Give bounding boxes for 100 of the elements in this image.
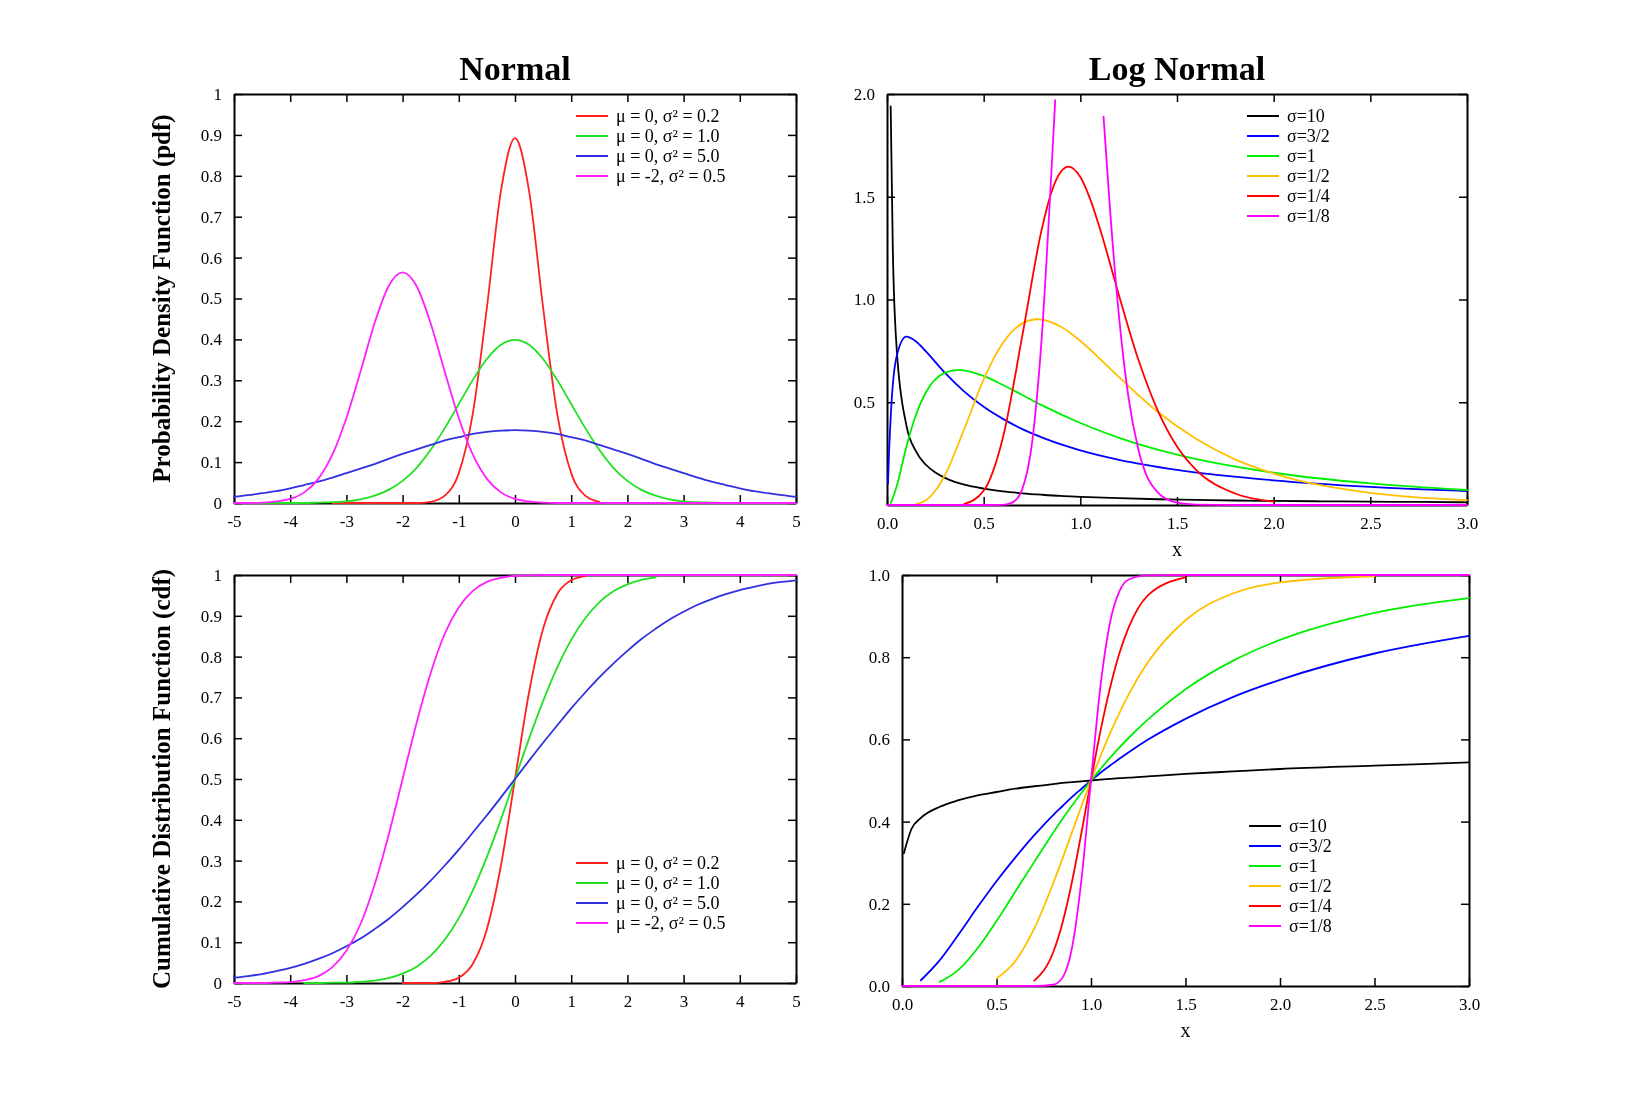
y-tick-label: 1 — [213, 84, 222, 104]
x-tick-label: 1 — [567, 992, 576, 1012]
x-tick-label: 2.0 — [1263, 514, 1285, 534]
x-tick-label: 5 — [792, 992, 801, 1012]
legend-label: μ = 0, σ² = 1.0 — [616, 873, 720, 893]
x-axis-title: x — [1180, 1019, 1191, 1041]
y-tick-label: 0.5 — [853, 393, 875, 413]
x-tick-label: -2 — [396, 992, 411, 1012]
x-tick-label: 2.0 — [1269, 995, 1292, 1015]
y-tick-label: 0.8 — [868, 648, 890, 668]
legend-label: σ=10 — [1287, 106, 1325, 126]
y-tick-label: 0.8 — [200, 647, 222, 667]
y-tick-label: 0.4 — [868, 812, 891, 832]
line-series — [331, 137, 601, 504]
y-tick-label: 0.1 — [200, 933, 222, 953]
y-axis-title: Probability Density Function (pdf) — [148, 114, 176, 483]
x-tick-label: 0 — [511, 512, 520, 532]
legend-label: σ=1 — [1289, 856, 1318, 876]
x-tick-label: 1.5 — [1175, 995, 1197, 1015]
x-tick-label: -5 — [227, 512, 242, 532]
y-tick-label: 1.0 — [853, 290, 875, 310]
y-tick-label: 1 — [213, 565, 222, 585]
y-tick-label: 0.3 — [200, 371, 222, 391]
legend-label: σ=3/2 — [1287, 126, 1330, 146]
chart-title: Log Normal — [1088, 50, 1266, 87]
legend-label: μ = -2, σ² = 0.5 — [616, 913, 726, 933]
y-tick-label: 0.2 — [200, 412, 222, 432]
x-tick-label: -1 — [452, 512, 467, 532]
line-series — [915, 318, 1468, 506]
legend-label: σ=10 — [1289, 816, 1327, 836]
legend-label: σ=1/8 — [1287, 206, 1330, 226]
y-tick-label: 1.0 — [868, 565, 890, 585]
x-tick-label: -1 — [452, 992, 467, 1012]
x-tick-label: 4 — [736, 512, 746, 532]
legend-label: μ = 0, σ² = 0.2 — [616, 106, 720, 126]
x-tick-label: 0.0 — [891, 995, 914, 1015]
legend-label: σ=3/2 — [1289, 836, 1332, 856]
x-tick-label: 1.0 — [1080, 995, 1103, 1015]
legend-label: μ = 0, σ² = 5.0 — [616, 893, 720, 913]
line-series — [963, 165, 1275, 505]
legend-label: σ=1/4 — [1287, 186, 1330, 206]
legend-label: σ=1/8 — [1289, 916, 1332, 936]
legend-label: μ = 0, σ² = 1.0 — [616, 126, 720, 146]
x-tick-label: 2.5 — [1360, 514, 1382, 534]
y-tick-label: 0.8 — [200, 166, 222, 186]
x-tick-label: 2.5 — [1364, 995, 1386, 1015]
y-tick-label: 0.6 — [868, 730, 890, 750]
y-tick-label: 0 — [213, 973, 222, 993]
line-series — [233, 429, 797, 498]
x-tick-label: -3 — [339, 512, 354, 532]
y-tick-label: 0.5 — [200, 769, 222, 789]
x-tick-label: -4 — [283, 512, 299, 532]
x-tick-label: 3 — [679, 992, 689, 1012]
line-series — [887, 335, 1468, 492]
x-tick-label: 2 — [623, 512, 633, 532]
y-tick-label: 0.6 — [200, 729, 222, 749]
legend-label: σ=1 — [1287, 146, 1316, 166]
x-tick-label: 4 — [736, 992, 746, 1012]
y-axis-title: Cumulative Distribution Function (cdf) — [148, 568, 176, 990]
y-tick-label: 1.5 — [853, 187, 875, 207]
y-tick-label: 2.0 — [853, 84, 875, 104]
y-tick-label: 0.1 — [200, 453, 222, 473]
x-tick-label: 0.5 — [986, 995, 1008, 1015]
legend-label: σ=1/4 — [1289, 896, 1332, 916]
y-tick-label: 0.0 — [868, 976, 890, 996]
line-series — [995, 575, 1376, 980]
x-tick-label: 3 — [679, 512, 689, 532]
y-tick-label: 0.5 — [200, 289, 222, 309]
x-tick-label: 1.5 — [1166, 514, 1189, 534]
y-tick-label: 0.2 — [868, 894, 890, 914]
y-tick-label: 0.4 — [200, 330, 223, 350]
x-tick-label: 3.0 — [1456, 514, 1479, 534]
y-tick-label: 0 — [213, 493, 222, 513]
y-tick-label: 0.4 — [200, 810, 223, 830]
chart-title: Normal — [459, 50, 571, 87]
x-tick-label: -5 — [227, 992, 242, 1012]
x-tick-label: 1 — [567, 512, 576, 532]
legend-label: μ = -2, σ² = 0.5 — [616, 166, 726, 186]
y-tick-label: 0.9 — [200, 125, 222, 145]
y-tick-label: 0.3 — [200, 851, 222, 871]
y-tick-label: 0.7 — [200, 207, 223, 227]
y-tick-label: 0.7 — [200, 688, 223, 708]
x-tick-label: 1.0 — [1070, 514, 1092, 534]
x-tick-label: -3 — [339, 992, 354, 1012]
x-tick-label: 0 — [511, 992, 520, 1012]
x-tick-label: -2 — [396, 512, 411, 532]
y-tick-label: 0.2 — [200, 892, 222, 912]
x-tick-label: -4 — [283, 992, 299, 1012]
legend-label: μ = 0, σ² = 0.2 — [616, 853, 720, 873]
x-tick-label: 3.0 — [1458, 995, 1481, 1015]
x-tick-label: 5 — [792, 512, 801, 532]
x-axis-title: x — [1172, 538, 1182, 560]
line-series — [1033, 576, 1187, 982]
y-tick-label: 0.6 — [200, 248, 222, 268]
legend-label: μ = 0, σ² = 5.0 — [616, 146, 720, 166]
x-tick-label: 2 — [623, 992, 633, 1012]
y-tick-label: 0.9 — [200, 606, 222, 626]
x-tick-label: 0.5 — [973, 514, 995, 534]
legend-label: σ=1/2 — [1289, 876, 1332, 896]
legend-label: σ=1/2 — [1287, 166, 1330, 186]
